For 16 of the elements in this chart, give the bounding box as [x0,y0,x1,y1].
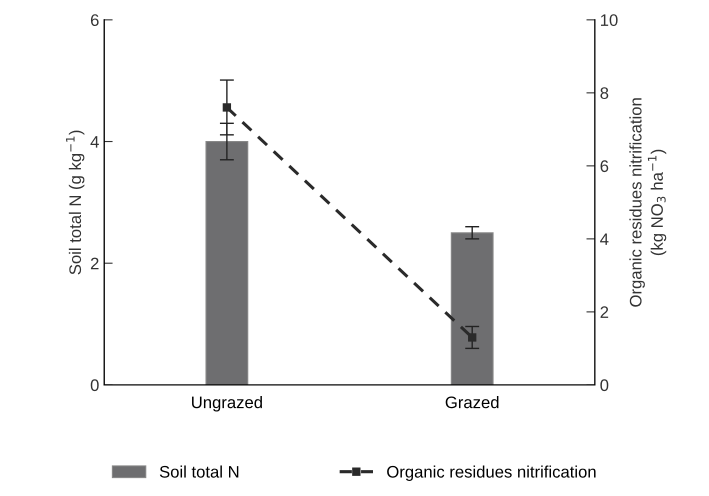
y2-tick-label: 8 [600,87,608,100]
y2-tick-label: 6 [600,160,608,172]
y-tick-label: 0 [90,379,99,392]
x-tick-label: Ungrazed [192,396,262,412]
y-tick-label: 4 [90,136,99,148]
y-tick-label: 6 [90,14,99,26]
y2-tick-label: 0 [600,379,608,392]
y2-tick-label: 4 [600,233,608,245]
legend-label: Organic residues nitrification [387,465,596,481]
y2-tick-label: 10 [600,14,618,26]
y-tick-label: 2 [90,258,99,270]
legend-label: Soil total N [160,465,238,478]
y2-axis-title: Organic residues nitrification (kg NO$_{3}$ ha$^{−1}$) [629,98,666,307]
y-axis-title: Soil total N (g kg$^{−1}$) [66,130,84,274]
x-tick-label: Grazed [446,396,498,408]
y2-tick-label: 2 [600,306,608,318]
